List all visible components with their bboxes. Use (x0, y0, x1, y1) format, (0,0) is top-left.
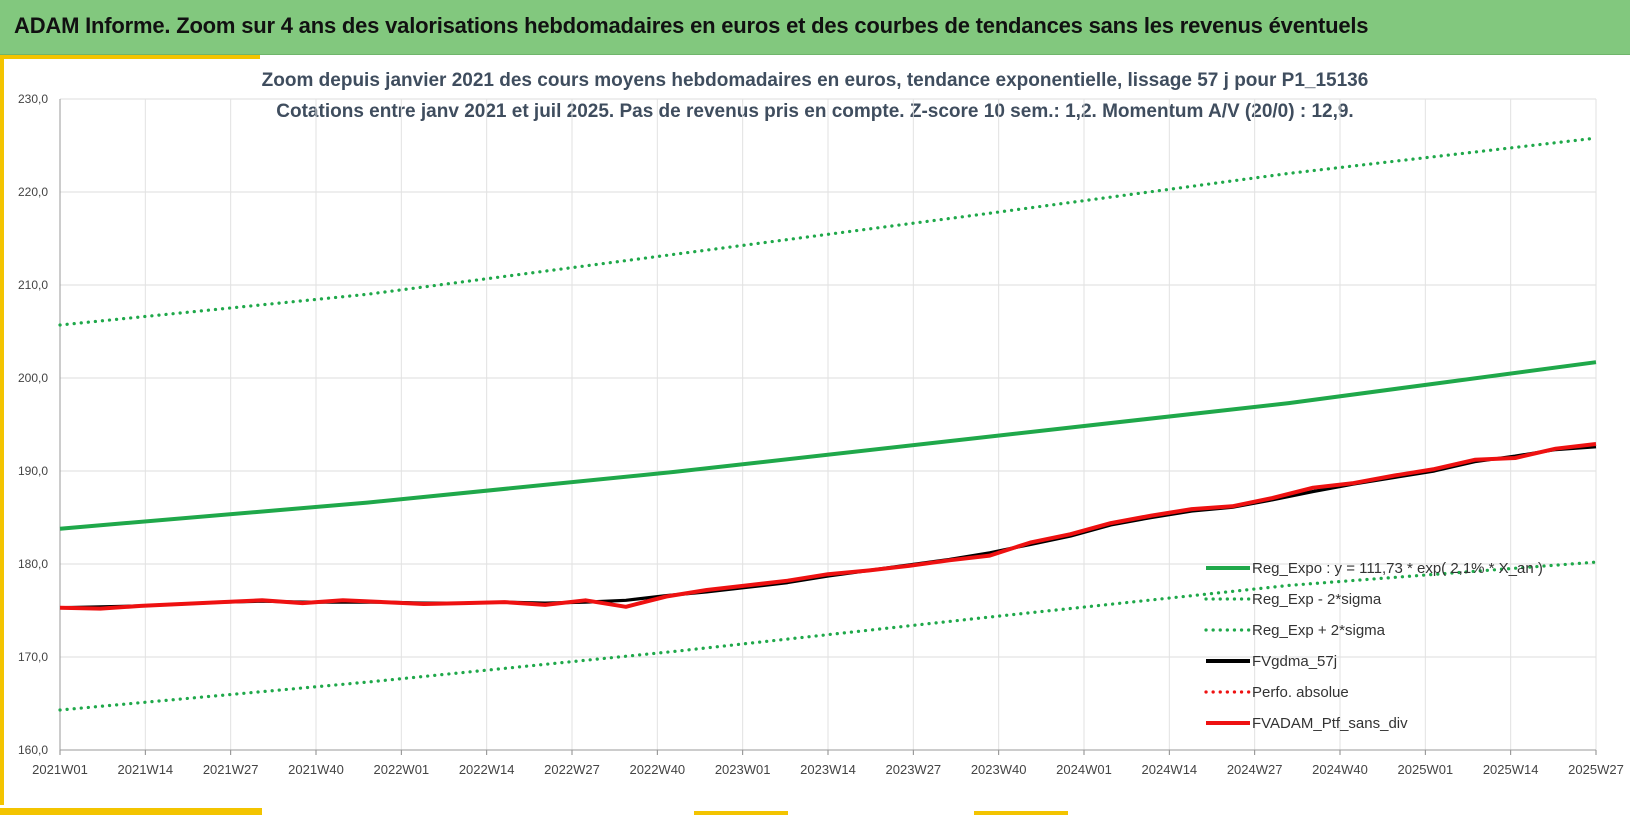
series-line-0 (59, 360, 1597, 531)
x-tick-label: 2025W01 (1398, 762, 1454, 777)
report-title: ADAM Informe. Zoom sur 4 ans des valoris… (14, 13, 1369, 38)
x-tick-label: 2023W40 (971, 762, 1027, 777)
series-line-4 (59, 442, 1597, 611)
x-tick-label: 2021W14 (118, 762, 174, 777)
x-tick-label: 2024W14 (1142, 762, 1198, 777)
x-tick-label: 2024W40 (1312, 762, 1368, 777)
x-tick-label: 2023W01 (715, 762, 771, 777)
accent-bar-bottom-left (0, 808, 262, 815)
legend-label: FVgdma_57j (1252, 653, 1337, 670)
x-tick-label: 2021W01 (32, 762, 88, 777)
x-tick-label: 2022W40 (630, 762, 686, 777)
legend-label: Reg_Expo : y = 111,73 * exp( 2,1% * X_an… (1252, 560, 1543, 577)
accent-bar-top-left (0, 55, 260, 59)
y-tick-label: 180,0 (18, 557, 48, 571)
x-tick-label: 2024W27 (1227, 762, 1283, 777)
series-line-1 (58, 560, 1598, 712)
y-tick-label: 170,0 (18, 650, 48, 664)
x-tick-label: 2022W14 (459, 762, 515, 777)
chart-title: Zoom depuis janvier 2021 des cours moyen… (261, 70, 1369, 91)
x-tick-label: 2023W14 (800, 762, 856, 777)
y-tick-label: 190,0 (18, 464, 48, 478)
accent-bar-left (0, 55, 4, 805)
report-banner: ADAM Informe. Zoom sur 4 ans des valoris… (0, 0, 1630, 55)
accent-bar-bottom-mid (694, 811, 788, 815)
x-tick-label: 2023W27 (886, 762, 942, 777)
series-line-2 (58, 136, 1598, 327)
x-tick-label: 2022W01 (374, 762, 430, 777)
x-tick-label: 2022W27 (544, 762, 600, 777)
y-tick-label: 200,0 (18, 371, 48, 385)
x-tick-label: 2025W14 (1483, 762, 1539, 777)
legend-label: FVADAM_Ptf_sans_div (1252, 715, 1408, 732)
legend-label: Reg_Exp - 2*sigma (1252, 591, 1382, 608)
legend-label: Perfo. absolue (1252, 684, 1349, 701)
x-tick-label: 2021W40 (288, 762, 344, 777)
y-tick-label: 160,0 (18, 743, 48, 757)
accent-bar-bottom-right (974, 811, 1068, 815)
x-tick-label: 2021W27 (203, 762, 259, 777)
x-tick-label: 2025W27 (1568, 762, 1624, 777)
legend-label: Reg_Exp + 2*sigma (1252, 622, 1386, 639)
x-tick-label: 2024W01 (1056, 762, 1112, 777)
y-tick-label: 230,0 (18, 92, 48, 106)
y-tick-label: 210,0 (18, 278, 48, 292)
y-tick-label: 220,0 (18, 185, 48, 199)
